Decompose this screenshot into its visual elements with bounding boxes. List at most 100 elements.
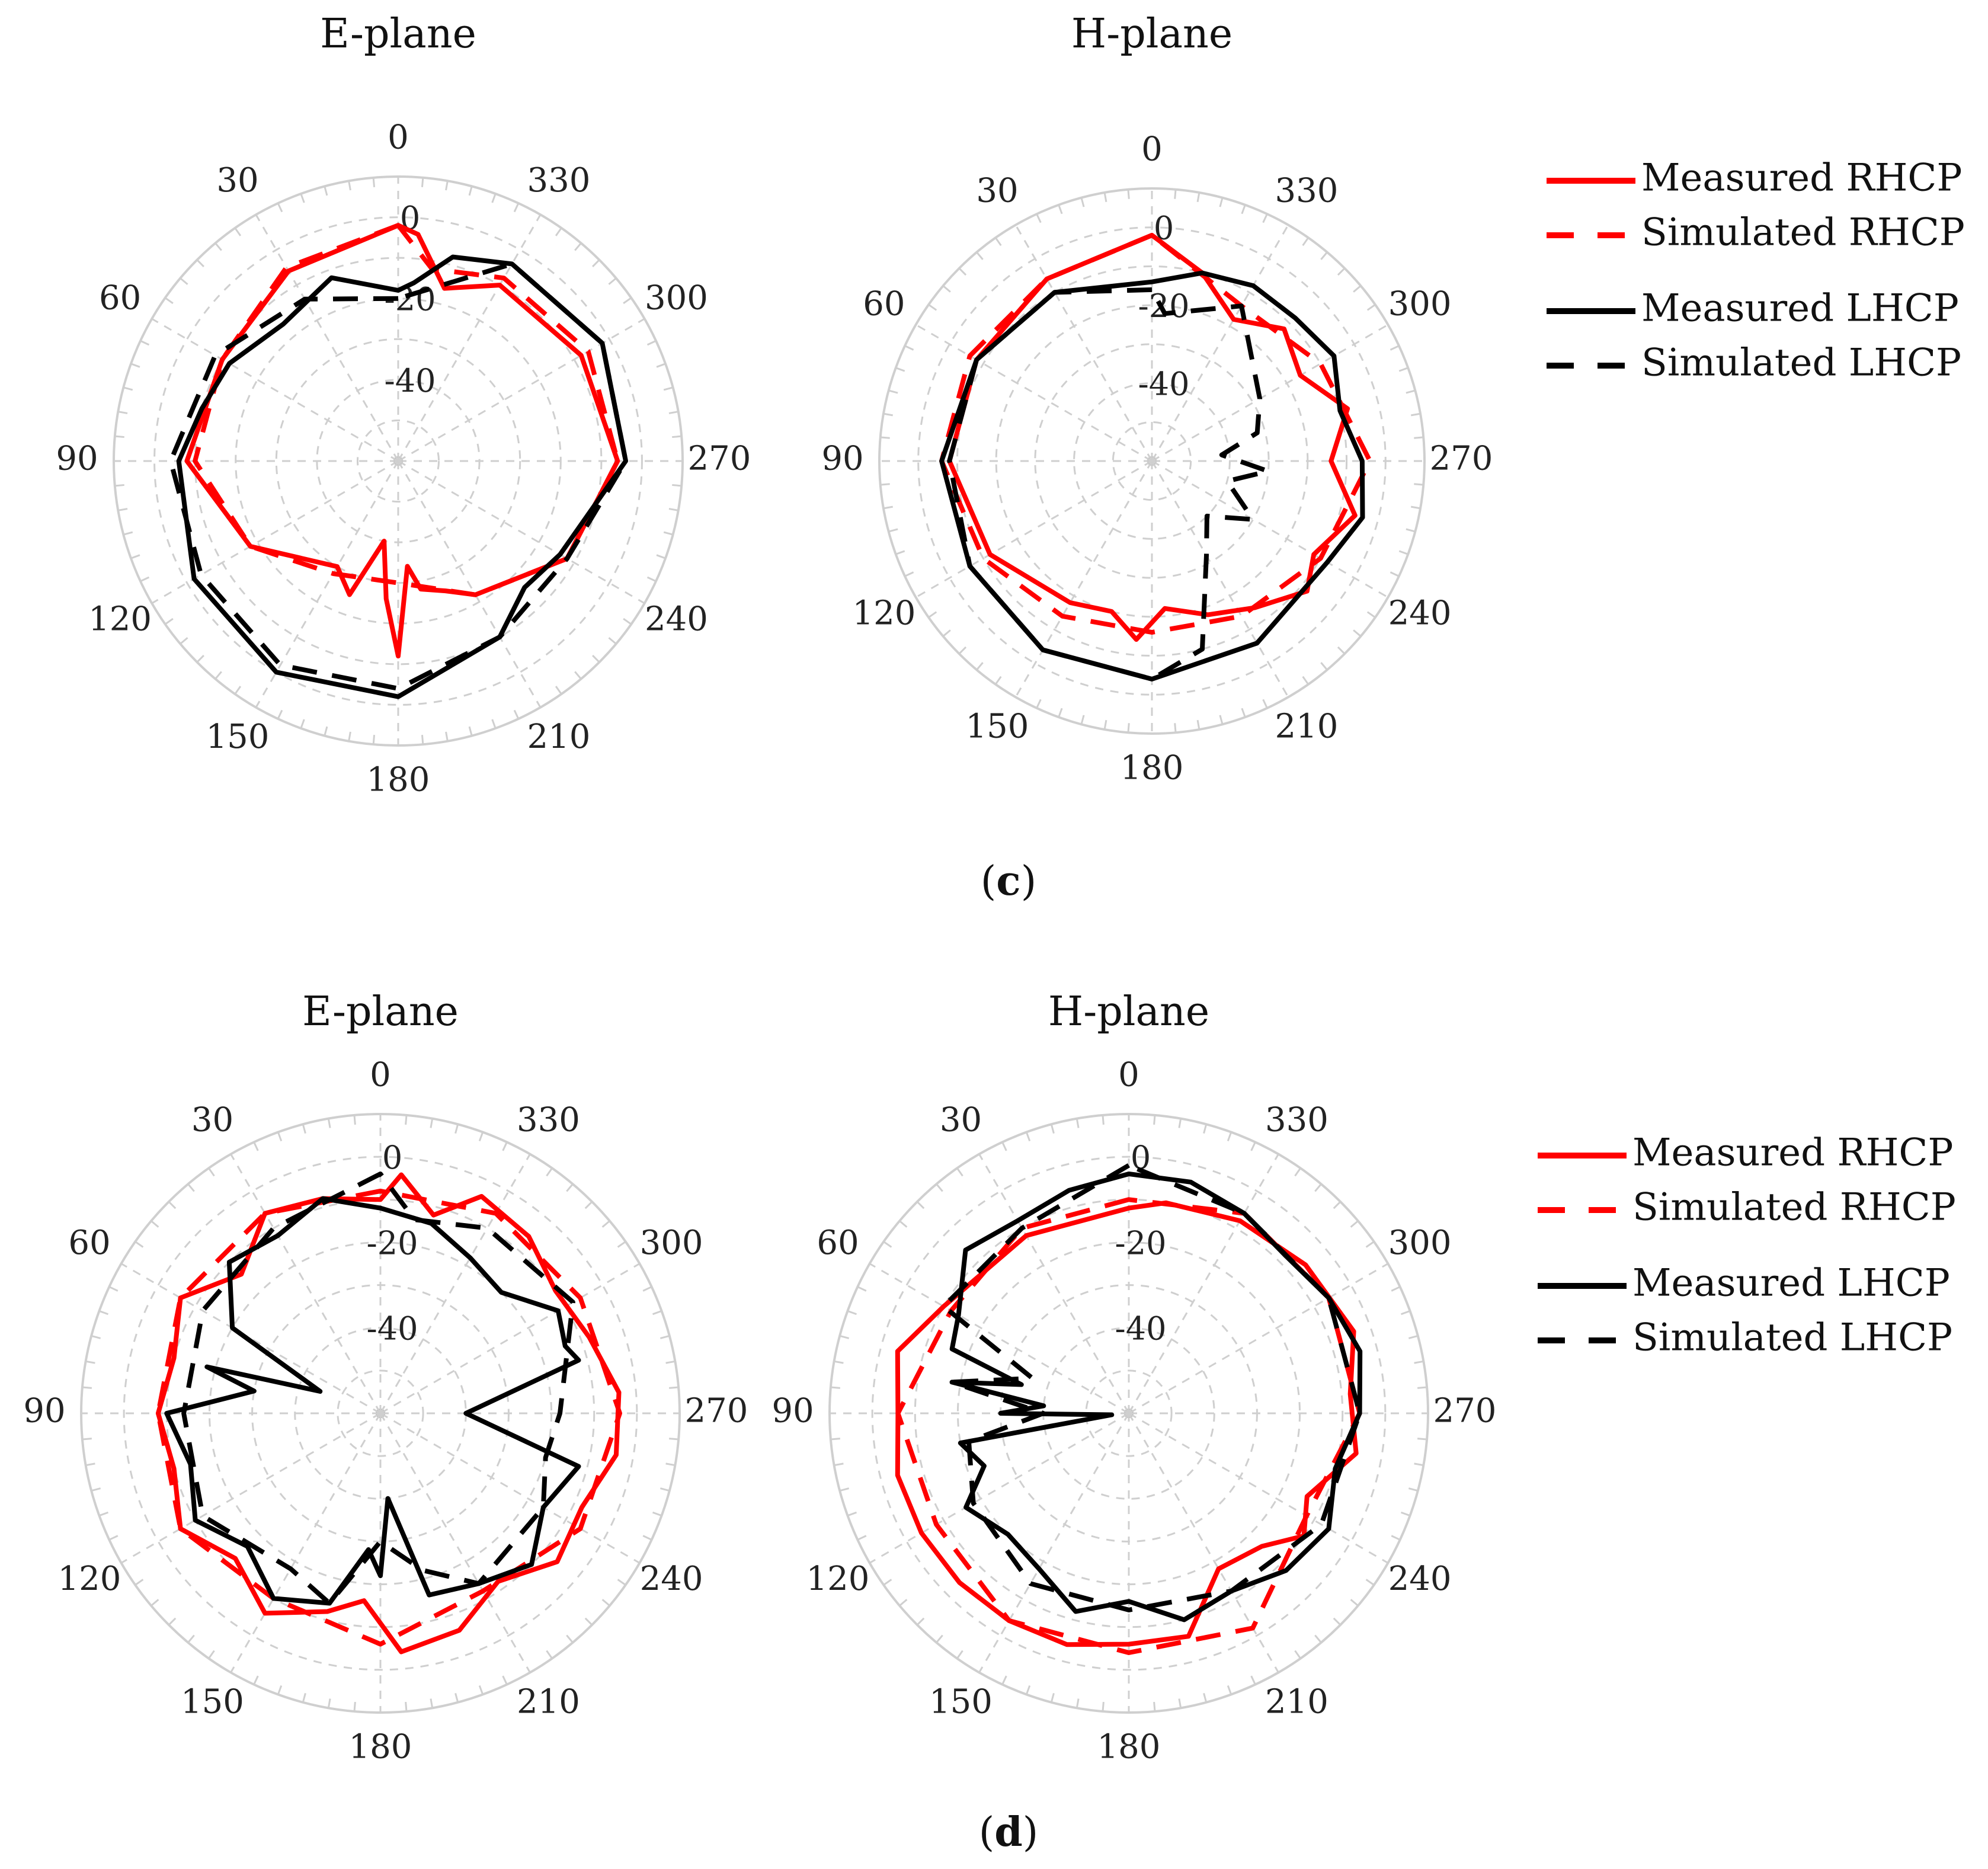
minor-tick xyxy=(592,655,600,663)
minor-tick xyxy=(1302,237,1310,247)
angle-tick-label: 240 xyxy=(645,600,708,639)
series-line-measured-lhcp xyxy=(176,254,628,699)
minor-tick xyxy=(1178,1118,1182,1128)
angle-tick-label: 240 xyxy=(640,1560,703,1598)
radial-tick-label: -40 xyxy=(1115,1310,1167,1348)
minor-tick xyxy=(196,259,204,267)
minor-tick xyxy=(895,550,905,555)
minor-tick xyxy=(302,1124,306,1134)
minor-tick xyxy=(151,1599,159,1606)
minor-tick xyxy=(1241,204,1246,215)
minor-tick xyxy=(1414,483,1424,486)
minor-tick xyxy=(942,629,951,637)
minor-tick xyxy=(135,1579,144,1586)
angle-tick-label: 270 xyxy=(1430,440,1493,478)
minor-tick xyxy=(1196,192,1201,203)
minor-tick xyxy=(513,203,520,213)
minor-tick xyxy=(491,193,497,203)
minor-tick xyxy=(1410,412,1421,417)
minor-tick xyxy=(883,1241,892,1248)
angle-tick-label: 30 xyxy=(940,1100,982,1139)
minor-tick xyxy=(300,719,305,729)
grid-ring xyxy=(153,216,643,706)
minor-tick xyxy=(1262,213,1268,223)
minor-tick xyxy=(1262,699,1268,709)
minor-tick xyxy=(1058,708,1063,718)
minor-tick xyxy=(502,1141,508,1151)
minor-tick xyxy=(574,242,582,251)
minor-tick xyxy=(617,1579,626,1586)
angle-tick-label: 60 xyxy=(863,285,905,324)
minor-tick xyxy=(839,1487,850,1492)
minor-tick xyxy=(372,735,376,745)
series-line-measured-lhcp xyxy=(164,1196,581,1606)
minor-tick xyxy=(584,1617,593,1626)
angle-tick-label: 180 xyxy=(1121,749,1184,788)
caption-c-letter: c xyxy=(996,857,1020,905)
minor-tick xyxy=(1337,267,1346,276)
grid-ring xyxy=(1034,343,1270,579)
minor-tick xyxy=(168,1201,177,1209)
minor-tick xyxy=(1314,1183,1322,1192)
minor-tick xyxy=(1174,723,1177,733)
polar-chart-d-h-plane: H-plane03303002702402101801501209060300-… xyxy=(771,988,1496,1766)
minor-tick xyxy=(652,1310,662,1316)
grid-spoke xyxy=(869,1412,1129,1564)
angle-tick-label: 0 xyxy=(1141,130,1163,169)
grid-spoke xyxy=(255,460,399,708)
grid-spoke xyxy=(1128,1412,1389,1564)
legend-entry-label: Measured RHCP xyxy=(1641,156,1962,200)
minor-tick xyxy=(1178,1698,1182,1708)
angle-tick-label: 300 xyxy=(640,1224,703,1262)
minor-tick xyxy=(1314,1634,1322,1643)
minor-tick xyxy=(348,181,351,191)
chart-title-d-e: E-plane xyxy=(302,988,459,1035)
minor-tick xyxy=(180,277,188,285)
minor-tick xyxy=(324,185,328,196)
minor-tick xyxy=(857,1286,867,1292)
minor-tick xyxy=(1406,389,1416,394)
minor-tick xyxy=(1390,571,1400,577)
minor-tick xyxy=(1127,189,1130,199)
grid-ring xyxy=(275,338,521,584)
radial-tick-label: -20 xyxy=(1115,1224,1167,1262)
minor-tick xyxy=(502,1675,508,1685)
outer-ring xyxy=(878,187,1426,735)
minor-tick xyxy=(663,386,674,391)
minor-tick xyxy=(976,251,984,260)
minor-tick xyxy=(1153,1702,1156,1712)
minor-tick xyxy=(1320,251,1328,260)
minor-tick xyxy=(277,203,283,213)
minor-tick xyxy=(1058,204,1063,215)
minor-tick xyxy=(660,1487,670,1492)
minor-tick xyxy=(663,531,674,536)
minor-tick xyxy=(656,363,666,368)
minor-tick xyxy=(574,671,582,680)
polar-chart-c-h-plane: H-plane03303002702402101801501209060300-… xyxy=(821,11,1493,788)
minor-tick xyxy=(1227,1685,1233,1695)
grid-spoke xyxy=(1151,224,1289,462)
minor-tick xyxy=(642,1535,652,1541)
minor-tick xyxy=(1365,1579,1375,1586)
minor-tick xyxy=(880,436,890,439)
minor-tick xyxy=(140,340,150,346)
grid-ring xyxy=(871,1156,1387,1671)
grid-spoke xyxy=(255,214,399,462)
minor-tick xyxy=(1203,1692,1208,1703)
minor-tick xyxy=(1353,285,1362,293)
minor-tick xyxy=(1408,1334,1419,1339)
minor-tick xyxy=(834,1360,844,1364)
minor-tick xyxy=(1390,345,1400,351)
minor-tick xyxy=(1196,719,1201,730)
legend-entry-label: Simulated LHCP xyxy=(1641,341,1961,385)
radial-tick-label: -20 xyxy=(1138,287,1190,325)
minor-tick xyxy=(208,1167,215,1177)
minor-tick xyxy=(445,181,449,191)
radial-tick-label: -20 xyxy=(367,1224,418,1262)
minor-tick xyxy=(208,1650,215,1659)
minor-tick xyxy=(327,1698,331,1708)
series-line-measured-rhcp xyxy=(895,1200,1359,1647)
grid-ring xyxy=(337,1369,424,1457)
legend-entry-label: Simulated RHCP xyxy=(1641,211,1965,255)
series-line-simulated-rhcp xyxy=(939,232,1372,635)
